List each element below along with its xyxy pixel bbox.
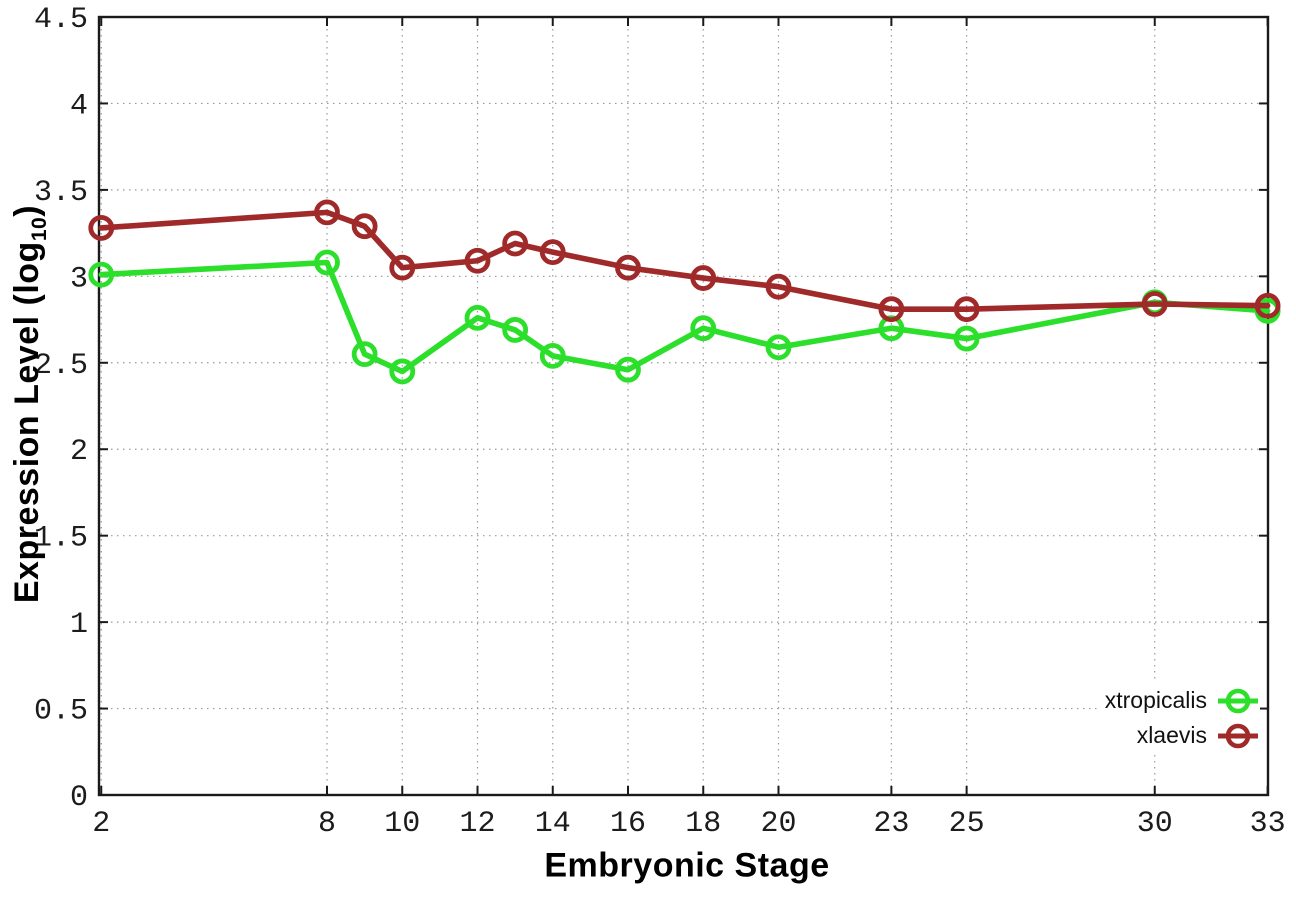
y-tick-label: 4 — [70, 89, 88, 123]
x-tick-labels: 2 8 10 12 14 16 18 20 23 25 30 33 — [92, 807, 1285, 841]
series-xlaevis-point — [464, 247, 491, 274]
series-xlaevis-point — [502, 230, 529, 257]
x-axis-title: Embryonic Stage — [544, 846, 830, 885]
series-xtropicalis-point — [88, 261, 115, 288]
x-tick-label: 2 — [92, 807, 110, 841]
legend-row-xlaevis: xlaevis — [1105, 718, 1260, 753]
legend-label-xtropicalis: xtropicalis — [1104, 687, 1207, 713]
series-xtropicalis-point — [690, 315, 717, 342]
series-xtropicalis-point — [502, 317, 529, 343]
y-tick-label: 1.5 — [34, 522, 88, 556]
x-tick-label: 14 — [535, 807, 571, 841]
series-xtropicalis-point — [615, 356, 641, 383]
series-xtropicalis-point — [953, 325, 980, 352]
x-tick-label: 30 — [1137, 807, 1173, 841]
legend: xtropicalis xlaevis — [1098, 683, 1260, 753]
series-xlaevis — [88, 199, 1281, 323]
series-xlaevis-point — [615, 254, 641, 281]
series-xlaevis-point — [539, 239, 566, 266]
y-axis-title-close: ) — [8, 204, 47, 217]
y-axis-title: Expression Level (log10) — [8, 205, 52, 603]
y-tick-label: 0.5 — [34, 695, 88, 729]
x-tick-label: 12 — [459, 807, 495, 841]
series-xtropicalis-point — [351, 341, 378, 368]
x-tick-label: 10 — [384, 807, 420, 841]
series-xlaevis-point — [389, 254, 416, 281]
legend-sample-xlaevis-icon — [1218, 723, 1258, 748]
series-xtropicalis-line — [98, 259, 1271, 375]
series-xtropicalis-point — [464, 304, 491, 331]
x-tick-label: 18 — [685, 807, 721, 841]
series-xtropicalis-point — [314, 249, 340, 276]
y-tick-labels: 0 0.5 1 1.5 2 2.5 3 3.5 4 4.5 — [34, 3, 88, 815]
x-tick-label: 8 — [318, 807, 336, 841]
series-xlaevis-point — [765, 273, 792, 300]
series-xlaevis-point — [953, 296, 980, 323]
y-tick-label: 1 — [70, 608, 88, 642]
x-tick-label: 33 — [1250, 807, 1286, 841]
legend-sample-xtropicalis-icon — [1218, 688, 1258, 713]
x-tick-label: 23 — [873, 807, 909, 841]
series-xlaevis-point — [1254, 292, 1281, 319]
series-xtropicalis — [88, 249, 1281, 385]
series-xtropicalis-point — [539, 342, 566, 369]
y-tick-label: 4.5 — [34, 3, 88, 37]
gridlines — [99, 16, 1269, 796]
legend-label-xlaevis: xlaevis — [1136, 722, 1207, 748]
series-xlaevis-point — [351, 213, 378, 240]
x-tick-label: 25 — [949, 807, 985, 841]
y-axis-title-subscript: 10 — [27, 216, 51, 242]
tick-marks — [99, 16, 1269, 796]
legend-row-xtropicalis: xtropicalis — [1105, 683, 1260, 718]
series-xlaevis-point — [1141, 291, 1168, 317]
plot-border — [97, 15, 1270, 797]
y-tick-label: 3 — [70, 262, 88, 296]
y-tick-label: 0 — [70, 781, 88, 815]
y-tick-label: 2 — [70, 435, 88, 469]
series-xlaevis-point — [878, 296, 905, 323]
series-xlaevis-point — [690, 265, 717, 291]
series-xlaevis-line — [98, 209, 1271, 312]
series-xlaevis-point — [88, 215, 115, 241]
series-xtropicalis-point — [765, 334, 792, 361]
x-tick-label: 16 — [610, 807, 646, 841]
y-tick-label: 2.5 — [34, 349, 88, 383]
y-tick-label: 3.5 — [34, 176, 88, 210]
series-xlaevis-point — [314, 199, 340, 226]
x-tick-label: 20 — [760, 807, 796, 841]
y-axis-title-text: Expression Level (log — [8, 241, 47, 604]
series-xtropicalis-point — [389, 358, 416, 385]
